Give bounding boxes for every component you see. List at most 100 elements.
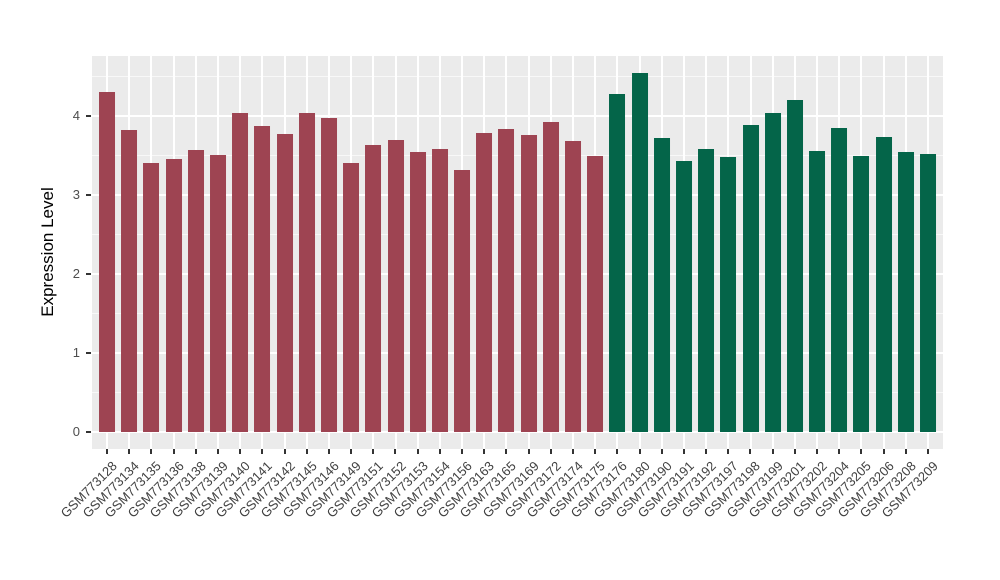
bar-GSM773163 xyxy=(476,132,493,433)
bar-slot xyxy=(407,56,429,449)
bar-GSM773149 xyxy=(343,162,360,433)
bar-slot xyxy=(318,56,340,449)
bar-GSM773165 xyxy=(498,128,515,433)
bar-slot xyxy=(895,56,917,449)
bar-slot xyxy=(695,56,717,449)
bar-GSM773141 xyxy=(254,126,271,433)
bar-slot xyxy=(384,56,406,449)
gridline-layer xyxy=(92,56,943,449)
bar-slot xyxy=(274,56,296,449)
x-tick-mark xyxy=(771,449,774,454)
x-tick-mark xyxy=(705,449,708,454)
x-tick-mark xyxy=(438,449,441,454)
bar-GSM773138 xyxy=(187,150,204,433)
x-tick-mark xyxy=(549,449,552,454)
bar-slot xyxy=(296,56,318,449)
bar-slot xyxy=(784,56,806,449)
gridline-major xyxy=(92,431,943,434)
bar-GSM773198 xyxy=(742,124,759,433)
bar-GSM773134 xyxy=(121,130,138,433)
gridline-minor xyxy=(92,391,943,393)
bar-slot xyxy=(584,56,606,449)
bar-GSM773208 xyxy=(897,152,914,433)
bar-slot xyxy=(873,56,895,449)
bar-slot xyxy=(251,56,273,449)
x-tick-mark xyxy=(682,449,685,454)
x-tick-mark xyxy=(483,449,486,454)
bar-GSM773190 xyxy=(653,138,670,433)
y-axis-title: Expression Level xyxy=(38,187,57,317)
bar-slot xyxy=(606,56,628,449)
x-tick-mark xyxy=(882,449,885,454)
y-tick-label: 0 xyxy=(72,424,80,440)
gridline-major xyxy=(92,115,943,118)
bar-GSM773204 xyxy=(831,127,848,433)
bar-GSM773192 xyxy=(698,149,715,433)
x-tick-mark xyxy=(394,449,397,454)
bar-GSM773206 xyxy=(875,136,892,433)
bar-GSM773156 xyxy=(454,169,471,433)
bar-slot xyxy=(828,56,850,449)
bar-GSM773202 xyxy=(809,150,826,433)
bar-GSM773201 xyxy=(786,99,803,433)
bar-slot xyxy=(717,56,739,449)
bar-GSM773180 xyxy=(631,73,648,433)
bar-GSM773197 xyxy=(720,157,737,433)
y-tick-label: 1 xyxy=(72,345,80,361)
bar-slot xyxy=(651,56,673,449)
x-tick-mark xyxy=(283,449,286,454)
x-tick-mark xyxy=(327,449,330,454)
x-tick-mark xyxy=(660,449,663,454)
bar-GSM773151 xyxy=(365,144,382,433)
x-tick-mark xyxy=(261,449,264,454)
bar-GSM773140 xyxy=(232,112,249,433)
x-tick-mark xyxy=(527,449,530,454)
bar-slot xyxy=(140,56,162,449)
bar-slot xyxy=(495,56,517,449)
x-tick-mark xyxy=(793,449,796,454)
bar-GSM773139 xyxy=(210,154,227,433)
bars-layer xyxy=(92,56,943,449)
bar-slot xyxy=(96,56,118,449)
x-tick-mark xyxy=(172,449,175,454)
bar-GSM773136 xyxy=(165,158,182,433)
x-tick-mark xyxy=(350,449,353,454)
x-tick-mark xyxy=(926,449,929,454)
bar-GSM773205 xyxy=(853,155,870,433)
x-tick-mark xyxy=(594,449,597,454)
x-tick-mark xyxy=(638,449,641,454)
gridline-minor xyxy=(92,75,943,77)
bar-slot xyxy=(917,56,939,449)
bar-slot xyxy=(629,56,651,449)
bar-GSM773199 xyxy=(764,112,781,433)
x-tick-mark xyxy=(128,449,131,454)
bar-GSM773152 xyxy=(387,139,404,433)
bar-slot xyxy=(229,56,251,449)
bar-slot xyxy=(429,56,451,449)
bar-GSM773169 xyxy=(520,135,537,433)
bar-slot xyxy=(739,56,761,449)
y-tick-mark xyxy=(86,352,91,355)
gridline-minor xyxy=(92,233,943,235)
bar-slot xyxy=(207,56,229,449)
x-tick-mark xyxy=(815,449,818,454)
x-tick-mark xyxy=(616,449,619,454)
y-tick-label: 2 xyxy=(72,266,80,282)
bar-slot xyxy=(540,56,562,449)
bar-GSM773209 xyxy=(920,154,937,433)
bar-GSM773154 xyxy=(431,149,448,433)
x-tick-mark xyxy=(416,449,419,454)
x-tick-mark xyxy=(727,449,730,454)
bar-slot xyxy=(473,56,495,449)
bar-GSM773135 xyxy=(143,162,160,433)
x-tick-mark xyxy=(749,449,752,454)
x-tick-mark xyxy=(194,449,197,454)
x-tick-mark xyxy=(571,449,574,454)
bar-slot xyxy=(118,56,140,449)
bar-slot xyxy=(806,56,828,449)
bar-GSM773128 xyxy=(99,91,116,433)
y-tick-mark xyxy=(86,273,91,276)
x-tick-mark xyxy=(106,449,109,454)
bar-slot xyxy=(340,56,362,449)
bar-slot xyxy=(451,56,473,449)
